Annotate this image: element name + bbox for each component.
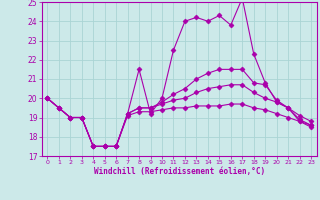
X-axis label: Windchill (Refroidissement éolien,°C): Windchill (Refroidissement éolien,°C) (94, 167, 265, 176)
